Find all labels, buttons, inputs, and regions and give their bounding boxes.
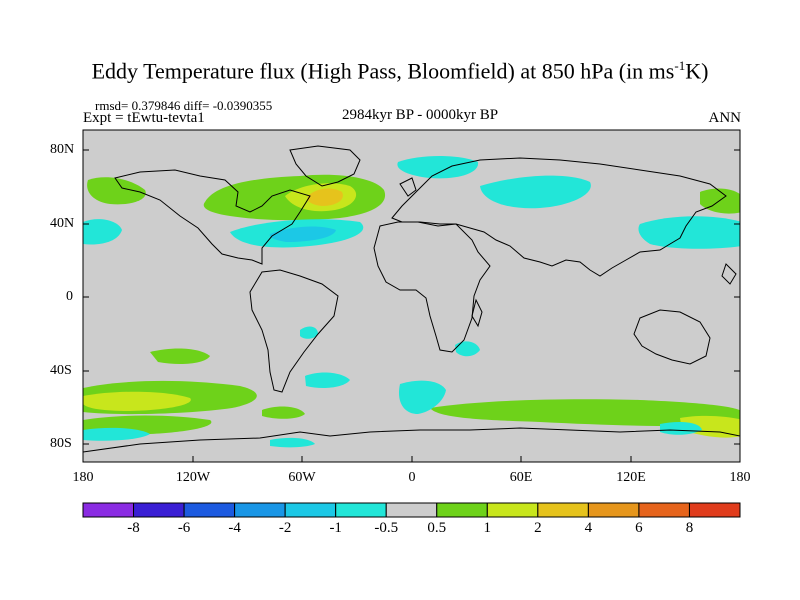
colorbar-label: -0.5	[374, 520, 399, 536]
lon-ticks	[82, 456, 741, 462]
colorbar-box	[335, 502, 387, 518]
colorbar-label: -6	[177, 520, 191, 536]
negative-region-north-pacific-east	[638, 216, 740, 249]
lat-label-40s: 40S	[50, 363, 72, 378]
flux-field	[83, 156, 740, 448]
colorbar-box	[436, 502, 488, 518]
lon-label-0: 0	[408, 470, 416, 485]
coastlines	[83, 145, 740, 453]
map-title: Eddy Temperature flux (High Pass, Bloomf…	[91, 58, 709, 84]
australia-coast	[633, 309, 711, 365]
negative-region-antarctic-pacific	[83, 427, 150, 441]
colorbar-box	[284, 502, 337, 518]
antarctica-coast	[83, 427, 740, 453]
colorbar-box	[234, 502, 286, 518]
lon-label-120w: 120W	[175, 470, 211, 485]
positive-region-north-atlantic-peak	[307, 188, 343, 206]
negative-region-atlantic-mid-core	[269, 226, 336, 242]
eurasia-coast	[391, 157, 727, 277]
north-america-coast	[114, 169, 311, 265]
lat-label-40n: 40N	[50, 216, 75, 231]
lon-label-120e: 120E	[616, 470, 646, 485]
south-america-coast	[249, 269, 339, 393]
negative-region-north-pacific-west	[83, 219, 122, 245]
experiment-label: Expt = tEwtu-tevta1	[83, 110, 205, 126]
colorbar-box	[183, 502, 236, 518]
lon-label-60w: 60W	[288, 470, 316, 485]
negative-region-south-atlantic	[398, 380, 446, 414]
rmsd-diff-stats: rmsd= 0.379846 diff= -0.0390355	[95, 98, 273, 113]
africa-coast	[373, 221, 491, 353]
negative-region-south-america	[300, 326, 318, 339]
colorbar-box	[587, 502, 640, 518]
positive-region-southern-indian-ocean	[430, 399, 740, 427]
lon-label-180w: 180	[72, 470, 94, 485]
negative-region-south-africa	[455, 341, 480, 357]
greenland-coast	[289, 145, 361, 187]
negative-region-antarctic-east	[660, 422, 702, 435]
positive-region-drake	[262, 406, 305, 419]
lon-label-180e: 180	[729, 470, 751, 485]
colorbar-label: -1	[329, 520, 342, 536]
time-period-label: 2984kyr BP - 0000kyr BP	[341, 107, 499, 123]
colorbar-label: -2	[278, 520, 292, 536]
colorbar-label: -8	[127, 520, 140, 536]
positive-region-far-east	[700, 188, 740, 214]
lat-label-80s: 80S	[50, 436, 72, 451]
colorbar-box	[688, 502, 741, 518]
lat-ticks	[83, 149, 740, 445]
colorbar-box	[638, 502, 690, 518]
positive-region-south-pacific-core	[83, 391, 191, 411]
colorbar-label: 4	[584, 520, 593, 536]
negative-region-northern-eurasia	[480, 175, 591, 209]
colorbar-box	[82, 502, 135, 518]
lat-label-80n: 80N	[50, 142, 75, 157]
colorbar-label: 0.5	[427, 520, 447, 536]
colorbar-box	[385, 502, 438, 518]
colorbar-label: 6	[635, 520, 643, 536]
japan-coast	[721, 263, 737, 285]
positive-region-south-pacific-mid	[150, 348, 210, 364]
negative-region-weddell	[270, 437, 315, 448]
negative-region-greenland-sea	[397, 156, 479, 179]
colorbar	[82, 502, 741, 518]
british-isles-coast	[399, 177, 417, 197]
lat-label-0: 0	[66, 289, 73, 304]
madagascar-coast	[471, 298, 483, 328]
colorbar-box	[486, 502, 539, 518]
positive-region-north-pacific	[87, 177, 146, 205]
colorbar-label: -4	[228, 520, 241, 536]
negative-region-south-atlantic-west	[305, 372, 350, 388]
colorbar-label: 1	[483, 520, 492, 536]
colorbar-box	[537, 502, 589, 518]
colorbar-box	[133, 502, 185, 518]
colorbar-label: 8	[685, 520, 694, 536]
lon-label-60e: 60E	[509, 470, 533, 485]
season-label: ANN	[708, 110, 742, 126]
colorbar-label: 2	[534, 520, 542, 536]
